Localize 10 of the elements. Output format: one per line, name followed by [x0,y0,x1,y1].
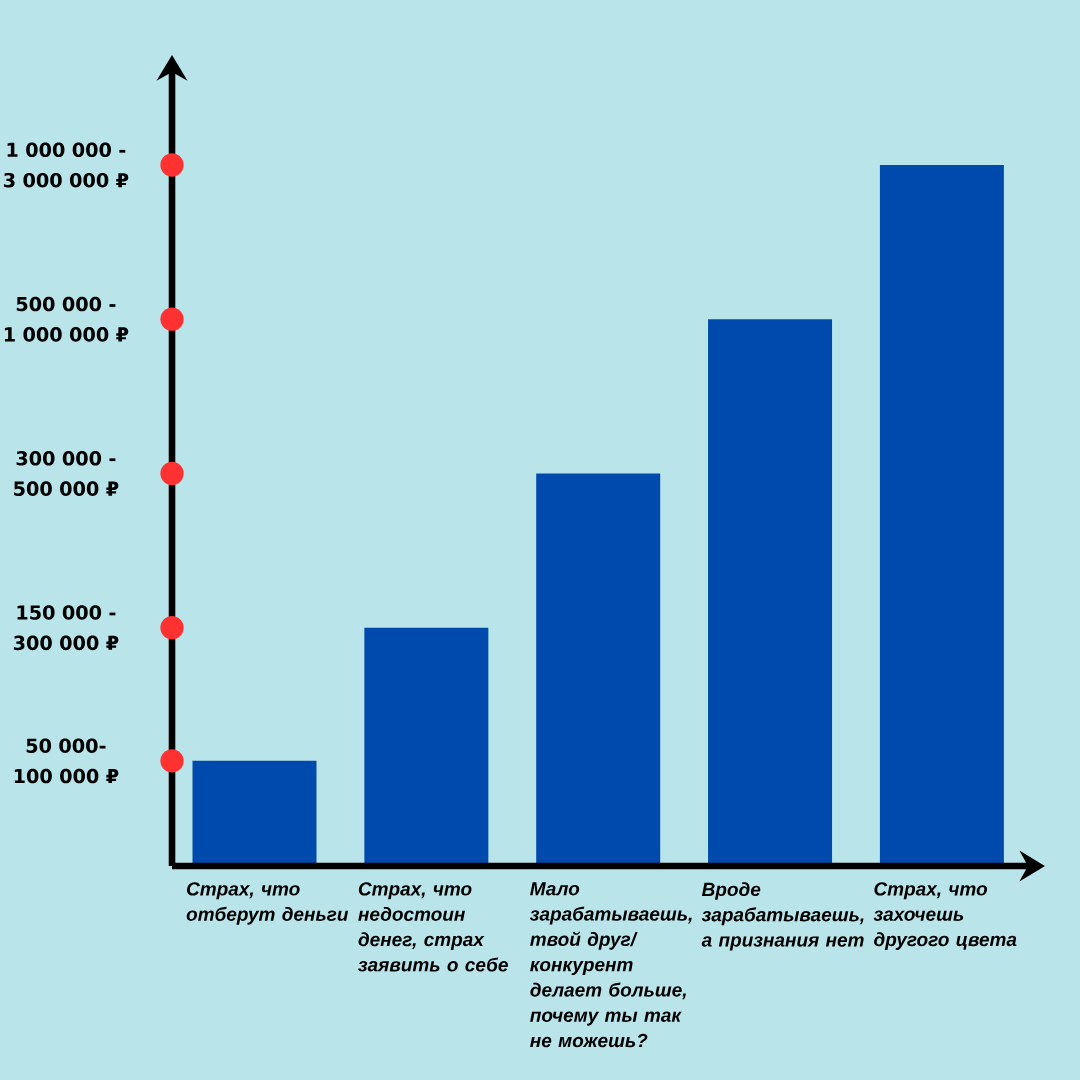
x-tick-label: Мало зарабатываешь, твой друг/ конкурент делает больше, почему ты так не можешь? [529,882,692,1048]
x-tick-label: Страх, что отберут деньги [186,882,349,925]
text: 500 000 - 1 000 000 ₽ [4,296,129,342]
text: 150 000 - 300 000 ₽ [13,605,119,651]
x-tick-label: Страх, что недостоин денег, страх заявить о себе [358,882,508,972]
x-tick-label: Вроде зарабатываешь, а признания нет [701,882,864,951]
text: 300 000 - 500 000 ₽ [14,450,119,496]
text: 1 000 000 - 3 000 000 ₽ [4,142,129,188]
x-tick-label: Страх, что захочешь другого цвета [873,882,1017,950]
text: 50 000- 100 000 ₽ [14,738,119,784]
